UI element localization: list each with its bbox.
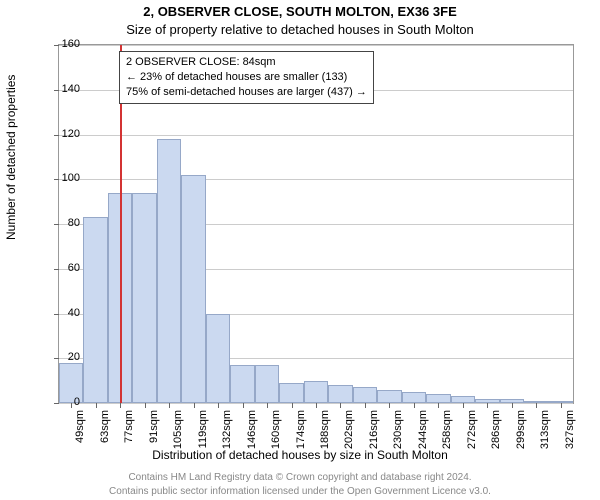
histogram-bar <box>132 193 156 403</box>
histogram-bar <box>230 365 254 403</box>
x-tick-mark <box>536 403 537 408</box>
histogram-bar <box>377 390 401 403</box>
gridline-h <box>59 45 573 46</box>
x-tick-mark <box>487 403 488 408</box>
y-tick-label: 120 <box>50 128 80 140</box>
gridline-h <box>59 179 573 180</box>
y-tick-label: 40 <box>50 307 80 319</box>
x-tick-mark <box>169 403 170 408</box>
x-tick-mark <box>194 403 195 408</box>
y-tick-label: 100 <box>50 172 80 184</box>
x-tick-mark <box>96 403 97 408</box>
x-tick-mark <box>340 403 341 408</box>
plot-area: 2 OBSERVER CLOSE: 84sqm← 23% of detached… <box>58 44 574 404</box>
histogram-bar <box>206 314 230 404</box>
histogram-bar <box>426 394 450 403</box>
chart-title-line1: 2, OBSERVER CLOSE, SOUTH MOLTON, EX36 3F… <box>0 4 600 19</box>
x-tick-mark <box>414 403 415 408</box>
histogram-bar <box>255 365 279 403</box>
annotation-line: 75% of semi-detached houses are larger (… <box>126 85 367 100</box>
y-tick-label: 80 <box>50 217 80 229</box>
histogram-bar <box>279 383 303 403</box>
histogram-bar <box>181 175 205 403</box>
histogram-bar <box>451 396 475 403</box>
annotation-line: ← 23% of detached houses are smaller (13… <box>126 70 367 85</box>
x-tick-mark <box>463 403 464 408</box>
y-tick-label: 160 <box>50 38 80 50</box>
annotation-box: 2 OBSERVER CLOSE: 84sqm← 23% of detached… <box>119 51 374 104</box>
x-tick-mark <box>316 403 317 408</box>
histogram-bar <box>157 139 181 403</box>
chart-footer: Contains HM Land Registry data © Crown c… <box>0 471 600 498</box>
y-tick-label: 60 <box>50 262 80 274</box>
y-tick-label: 140 <box>50 83 80 95</box>
y-axis-label: Number of detached properties <box>4 75 18 240</box>
x-tick-mark <box>243 403 244 408</box>
x-axis-label: Distribution of detached houses by size … <box>0 448 600 462</box>
histogram-bar <box>402 392 426 403</box>
histogram-bar <box>328 385 352 403</box>
annotation-line: 2 OBSERVER CLOSE: 84sqm <box>126 55 367 70</box>
footer-line-2: Contains public sector information licen… <box>109 486 491 497</box>
x-tick-mark <box>292 403 293 408</box>
x-tick-mark <box>512 403 513 408</box>
plot-inner: 2 OBSERVER CLOSE: 84sqm← 23% of detached… <box>59 45 573 403</box>
x-tick-mark <box>438 403 439 408</box>
x-tick-mark <box>267 403 268 408</box>
gridline-h <box>59 135 573 136</box>
x-tick-mark <box>365 403 366 408</box>
x-tick-mark <box>145 403 146 408</box>
x-tick-mark <box>389 403 390 408</box>
x-tick-mark <box>218 403 219 408</box>
footer-line-1: Contains HM Land Registry data © Crown c… <box>128 472 471 483</box>
chart-container: 2, OBSERVER CLOSE, SOUTH MOLTON, EX36 3F… <box>0 0 600 500</box>
y-tick-label: 20 <box>50 351 80 363</box>
histogram-bar <box>304 381 328 403</box>
y-tick-label: 0 <box>50 396 80 408</box>
x-tick-mark <box>561 403 562 408</box>
histogram-bar <box>353 387 377 403</box>
chart-title-line2: Size of property relative to detached ho… <box>0 22 600 37</box>
x-tick-mark <box>120 403 121 408</box>
histogram-bar <box>83 217 107 403</box>
